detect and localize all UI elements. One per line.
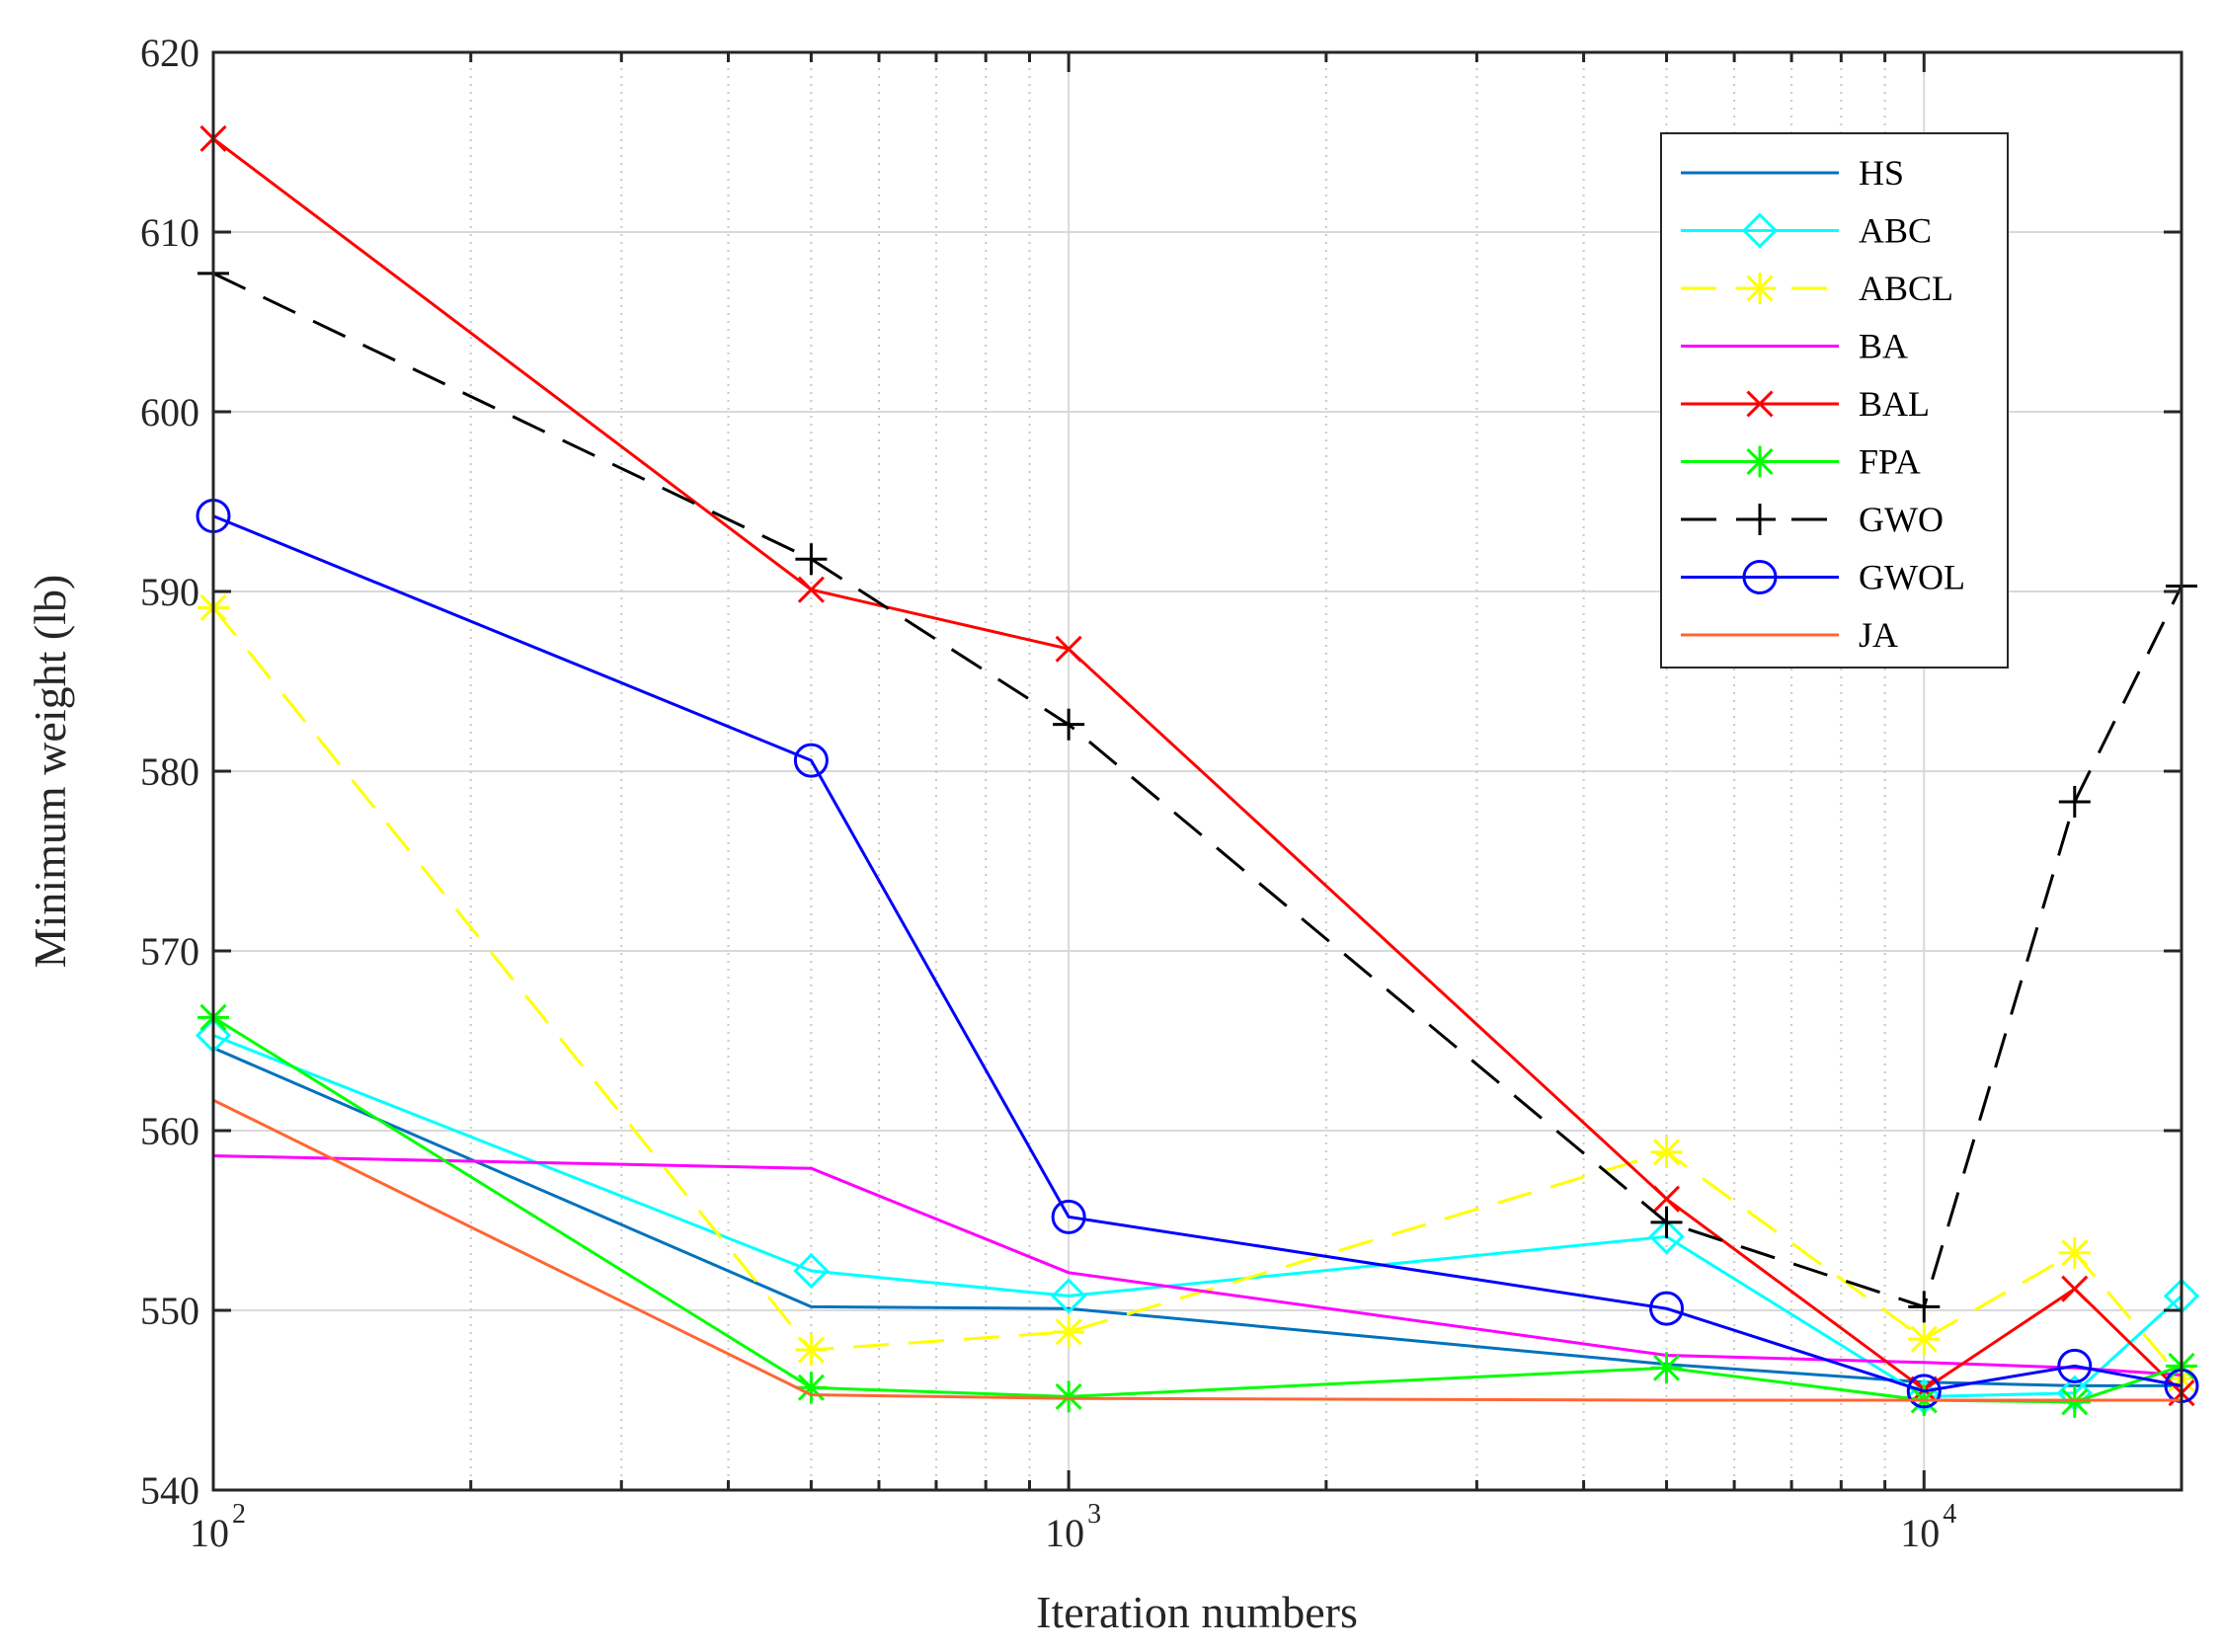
y-tick-label: 550 <box>140 1289 199 1333</box>
legend-marker <box>1744 504 1776 535</box>
data-point-gwo <box>1908 1291 1941 1323</box>
data-point-abcl <box>1053 1315 1085 1348</box>
data-point-abcl <box>795 1334 828 1367</box>
axis-ticks <box>211 50 2183 1492</box>
data-point-fpa <box>795 1372 828 1404</box>
data-point-bal <box>1652 1185 1681 1213</box>
legend-item-abcl: ABCL <box>1681 269 1953 308</box>
series-layer <box>195 124 2200 1418</box>
y-tick-label: 560 <box>140 1109 199 1153</box>
data-point-bal <box>797 576 825 603</box>
data-point-fpa <box>1053 1380 1085 1413</box>
series-gwol <box>196 499 2199 1409</box>
legend-label: BA <box>1859 327 1908 366</box>
legend-item-bal: BAL <box>1681 384 1930 424</box>
legend-item-abc: ABC <box>1681 211 1932 251</box>
x-tick-label-exponent: 2 <box>232 1499 246 1530</box>
data-point-gwol <box>1906 1374 1942 1409</box>
y-tick-label: 620 <box>140 31 199 75</box>
y-tick-label: 590 <box>140 570 199 614</box>
y-tick-label: 570 <box>140 929 199 974</box>
legend-item-gwo: GWO <box>1681 500 1944 539</box>
y-tick-label: 610 <box>140 210 199 255</box>
x-tick-label: 10 2 <box>190 1499 246 1555</box>
legend-item-hs: HS <box>1681 153 1904 193</box>
legend-item-gwol: GWOL <box>1681 558 1965 597</box>
data-point-abc <box>1648 1219 1685 1255</box>
x-tick-label-base: 10 <box>1045 1511 1084 1555</box>
data-point-abc <box>1051 1278 1087 1314</box>
y-axis-label: Minimum weight (lb) <box>25 575 75 969</box>
data-point-gwol <box>1051 1199 1086 1234</box>
series-abcl <box>198 591 2197 1395</box>
data-point-gwol <box>793 743 829 778</box>
legend-label: BAL <box>1859 384 1930 424</box>
legend-label: GWOL <box>1859 558 1965 597</box>
data-point-fpa <box>1650 1352 1683 1384</box>
x-tick-label: 10 4 <box>1900 1499 1956 1555</box>
legend-marker <box>1746 390 1774 418</box>
x-tick-label-exponent: 4 <box>1943 1499 1956 1530</box>
legend-label: HS <box>1859 153 1904 193</box>
data-point-bal <box>1055 635 1082 663</box>
data-point-gwo <box>795 543 828 576</box>
data-point-abcl <box>2058 1236 2091 1269</box>
legend-label: GWO <box>1859 500 1944 539</box>
legend-label: ABC <box>1859 211 1932 251</box>
x-tick-label-base: 10 <box>1900 1511 1940 1555</box>
series-line-gwol <box>212 514 2183 1393</box>
legend-marker <box>1744 445 1776 478</box>
legend-marker <box>1742 560 1778 594</box>
series-ja <box>212 1098 2182 1402</box>
data-point-gwol <box>2057 1348 2093 1383</box>
legend-marker <box>1744 273 1776 304</box>
data-point-fpa <box>2058 1385 2091 1418</box>
data-point-gwo <box>1053 708 1085 741</box>
y-tick-label: 580 <box>140 749 199 794</box>
x-axis-label: Iteration numbers <box>1036 1587 1358 1637</box>
x-tick-label: 10 3 <box>1045 1499 1101 1555</box>
legend-marker <box>1741 212 1779 249</box>
legend-label: JA <box>1859 615 1898 655</box>
series-line-ja <box>212 1098 2182 1402</box>
x-tick-label-exponent: 3 <box>1087 1499 1101 1530</box>
legend-label: ABCL <box>1859 269 1953 308</box>
data-point-gwo <box>2058 785 2091 818</box>
data-point-abcl <box>1908 1323 1941 1356</box>
legend-item-ba: BA <box>1681 327 1908 366</box>
data-point-gwo <box>1650 1206 1683 1238</box>
legend: HS ABC ABCL BA BAL FPA GWO GWOL JA <box>1660 132 2009 669</box>
y-tick-label: 540 <box>140 1468 199 1513</box>
data-point-gwol <box>1649 1291 1685 1326</box>
data-point-abcl <box>1650 1136 1683 1168</box>
data-point-bal <box>2061 1275 2089 1302</box>
series-gwo <box>198 257 2197 1323</box>
data-point-abc <box>793 1252 830 1290</box>
legend-item-ja: JA <box>1681 615 1898 655</box>
x-tick-label-base: 10 <box>190 1511 229 1555</box>
legend-item-fpa: FPA <box>1681 442 1921 482</box>
y-tick-label: 600 <box>140 390 199 434</box>
legend-label: FPA <box>1859 442 1921 482</box>
